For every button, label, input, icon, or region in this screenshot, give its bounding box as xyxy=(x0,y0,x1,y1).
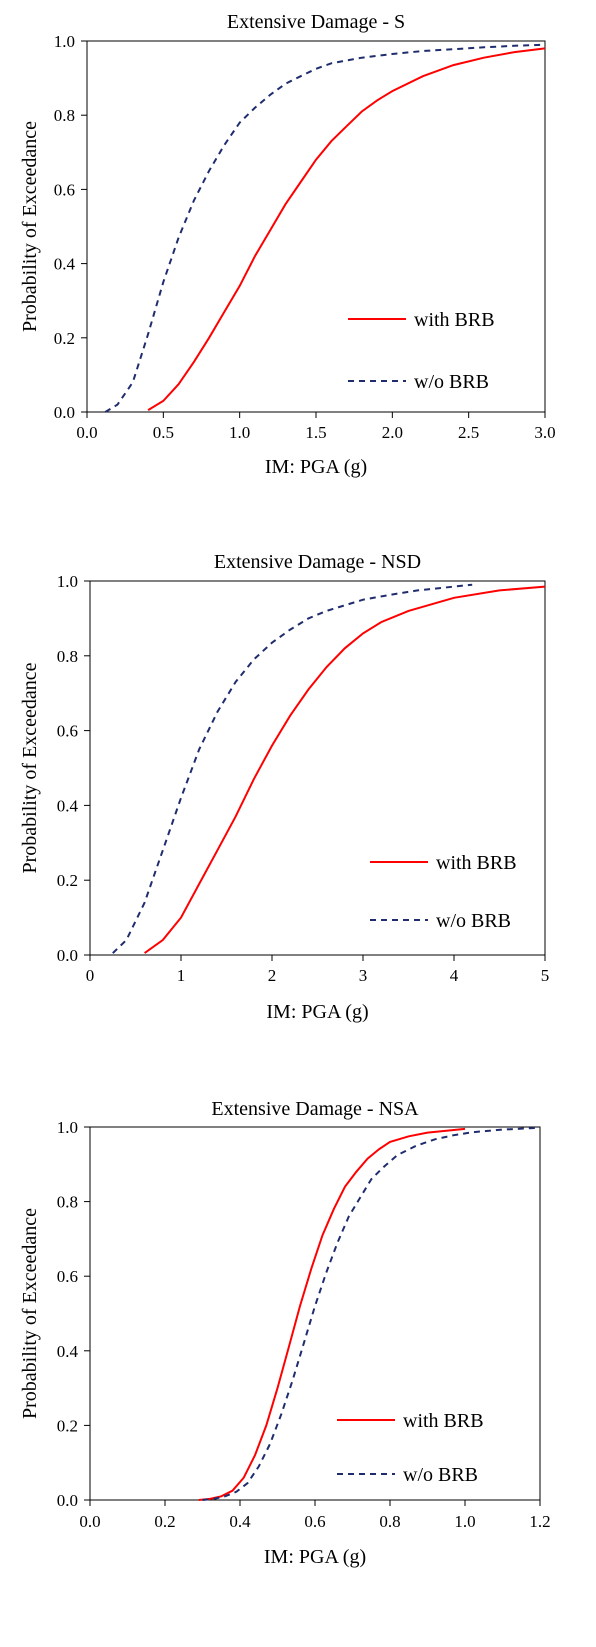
x-tick-label: 0.2 xyxy=(154,1512,175,1531)
x-tick-label: 4 xyxy=(450,966,459,985)
chart-3: Extensive Damage - NSA 0.0 0.2 0.4 0.6 0.8 1.0… xyxy=(19,1098,551,1568)
y-tick-label: 0.4 xyxy=(57,796,79,815)
x-tick-label: 0.0 xyxy=(76,423,97,442)
y-tick-label: 1.0 xyxy=(57,1118,78,1137)
x-tick-label: 1.5 xyxy=(305,423,326,442)
chart-title: Extensive Damage - NSD xyxy=(214,551,421,573)
y-tick-label: 0.2 xyxy=(57,1416,78,1435)
y-tick-label: 0.2 xyxy=(57,871,78,890)
x-tick-label: 0.0 xyxy=(79,1512,100,1531)
x-tick-label: 0 xyxy=(86,966,95,985)
x-tick-label: 1.0 xyxy=(454,1512,475,1531)
chart-title: Extensive Damage - S xyxy=(227,11,405,33)
y-axis-label: Probability of Exceedance xyxy=(19,121,41,332)
x-tick-label: 2.0 xyxy=(382,423,403,442)
chart-1: Extensive Damage - S 0.0 0.5 1.0 1.5 2.0 2.5 3.… xyxy=(19,11,556,478)
x-tick-label: 1.0 xyxy=(229,423,250,442)
y-tick-label: 0.8 xyxy=(54,106,75,125)
y-tick-label: 0.0 xyxy=(57,946,78,965)
y-tick-label: 0.8 xyxy=(57,1193,78,1212)
legend-label: with BRB xyxy=(403,1410,484,1432)
plot-frame xyxy=(86,40,546,413)
chart-2: Extensive Damage - NSD 0 1 2 3 4 5 0.0 0.2 0.4 0.6… xyxy=(19,551,549,1023)
x-tick-label: 0.6 xyxy=(304,1512,325,1531)
x-axis-label: IM: PGA (g) xyxy=(266,1001,368,1023)
x-tick-label: 1.2 xyxy=(529,1512,550,1531)
y-tick-label: 0.6 xyxy=(57,1267,78,1286)
legend-label: w/o BRB xyxy=(436,910,511,932)
y-tick-label: 0.4 xyxy=(54,255,76,274)
series-line-with-brb xyxy=(198,1127,466,1501)
x-tick-label: 0.5 xyxy=(153,423,174,442)
plot-frame xyxy=(89,580,546,956)
y-tick-label: 1.0 xyxy=(57,572,78,591)
plot-frame xyxy=(89,1126,541,1501)
y-tick-label: 0.2 xyxy=(54,329,75,348)
x-tick-label: 2.5 xyxy=(458,423,479,442)
x-tick-label: 5 xyxy=(541,966,550,985)
y-tick-label: 0.6 xyxy=(54,180,75,199)
y-tick-label: 1.0 xyxy=(54,32,75,51)
series-line-with-brb xyxy=(147,47,546,411)
legend-label: w/o BRB xyxy=(414,371,489,393)
x-tick-label: 3.0 xyxy=(534,423,555,442)
x-tick-label: 1 xyxy=(177,966,186,985)
x-tick-label: 2 xyxy=(268,966,277,985)
chart-title: Extensive Damage - NSA xyxy=(211,1098,419,1120)
y-tick-label: 0.4 xyxy=(57,1342,79,1361)
legend-label: w/o BRB xyxy=(403,1464,478,1486)
legend-label: with BRB xyxy=(436,852,517,874)
x-axis-label: IM: PGA (g) xyxy=(264,1546,366,1568)
series-line-without-brb xyxy=(104,43,546,413)
y-tick-label: 0.6 xyxy=(57,722,78,741)
x-tick-label: 0.4 xyxy=(229,1512,251,1531)
y-tick-label: 0.8 xyxy=(57,647,78,666)
y-axis-label: Probability of Exceedance xyxy=(19,662,41,873)
x-axis-label: IM: PGA (g) xyxy=(265,456,367,478)
y-axis-label: Probability of Exceedance xyxy=(19,1208,41,1419)
series-line-without-brb xyxy=(202,1126,541,1501)
legend-label: with BRB xyxy=(414,309,495,331)
y-tick-label: 0.0 xyxy=(57,1491,78,1510)
y-tick-label: 0.0 xyxy=(54,403,75,422)
series-line-without-brb xyxy=(112,583,473,954)
x-tick-label: 0.8 xyxy=(379,1512,400,1531)
series-line-with-brb xyxy=(144,585,546,954)
x-tick-label: 3 xyxy=(359,966,368,985)
